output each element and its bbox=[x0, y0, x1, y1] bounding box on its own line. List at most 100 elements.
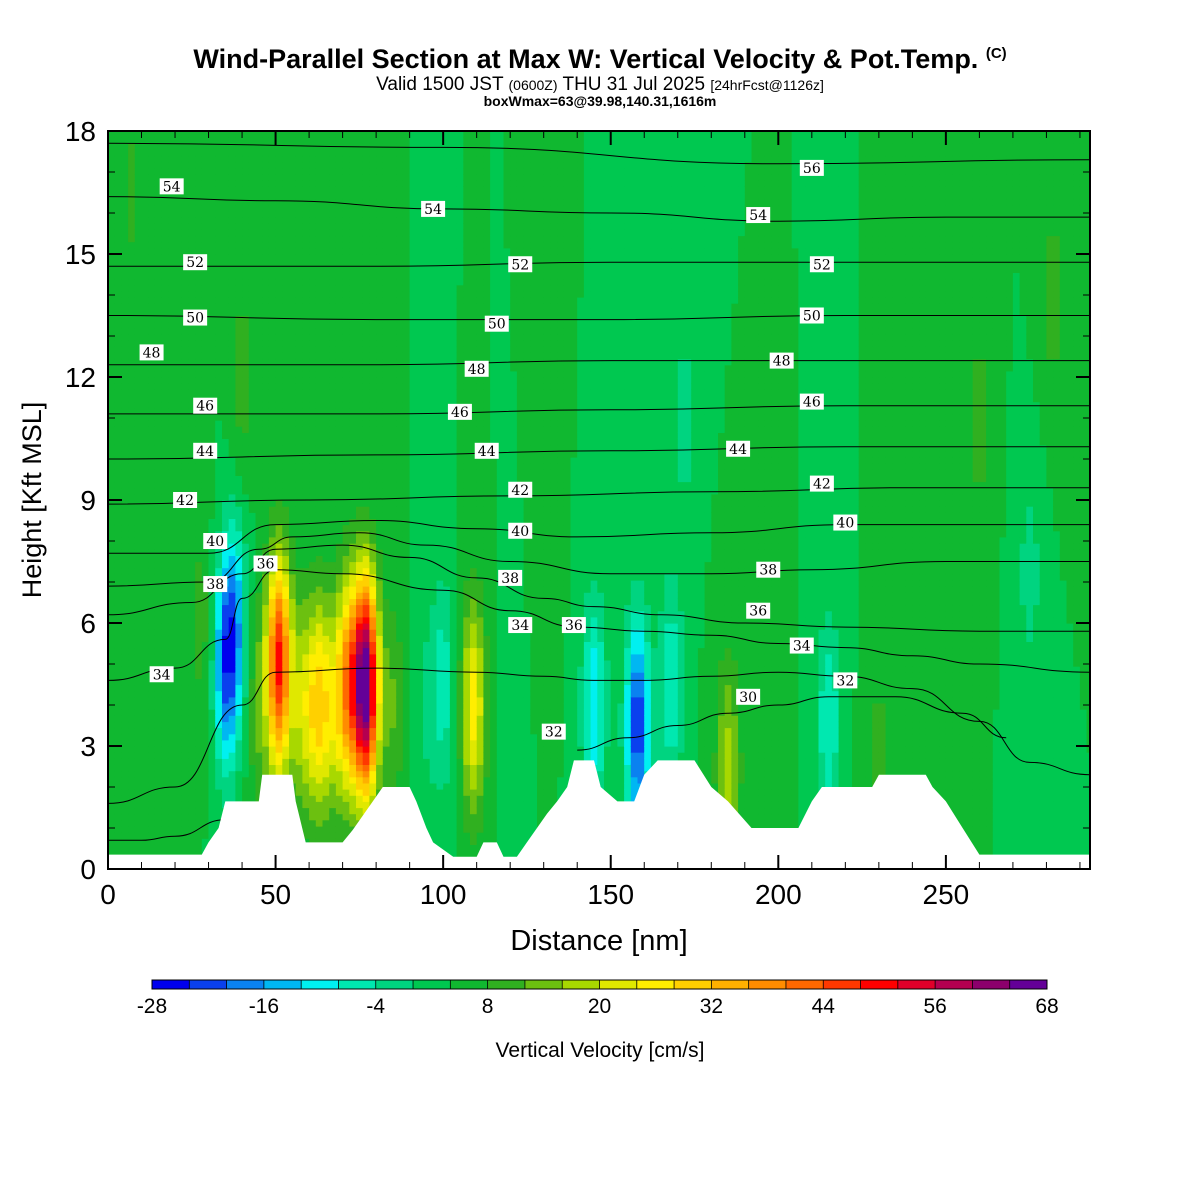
w-cell bbox=[154, 174, 163, 181]
w-cell bbox=[376, 370, 384, 378]
w-cell bbox=[215, 635, 223, 642]
w-cell bbox=[121, 764, 129, 772]
w-cell bbox=[315, 604, 324, 612]
w-cell bbox=[295, 401, 303, 409]
w-cell bbox=[201, 715, 210, 723]
w-cell bbox=[161, 586, 169, 593]
w-cell bbox=[349, 684, 357, 692]
w-cell bbox=[282, 241, 290, 249]
w-cell bbox=[188, 223, 196, 230]
w-cell bbox=[315, 801, 324, 809]
w-cell bbox=[215, 518, 223, 526]
w-cell bbox=[248, 518, 257, 526]
w-cell bbox=[114, 143, 122, 150]
w-cell bbox=[108, 487, 116, 495]
w-cell bbox=[289, 174, 297, 181]
w-cell bbox=[289, 327, 297, 335]
w-cell bbox=[195, 518, 203, 526]
w-cell bbox=[168, 450, 176, 458]
w-cell bbox=[309, 819, 317, 827]
w-cell bbox=[369, 340, 377, 347]
w-cell bbox=[134, 383, 143, 390]
w-cell bbox=[168, 327, 176, 335]
w-cell bbox=[362, 801, 370, 809]
w-cell bbox=[356, 217, 364, 224]
w-cell bbox=[201, 198, 210, 206]
w-cell bbox=[248, 377, 257, 384]
w-cell bbox=[362, 721, 370, 729]
w-cell bbox=[255, 272, 263, 280]
w-cell bbox=[376, 696, 384, 704]
w-cell bbox=[315, 413, 324, 421]
w-cell bbox=[356, 161, 364, 169]
w-cell bbox=[121, 549, 129, 556]
w-cell bbox=[181, 161, 189, 169]
w-cell bbox=[168, 524, 176, 532]
w-cell bbox=[161, 364, 169, 372]
w-cell bbox=[329, 327, 337, 335]
w-cell bbox=[222, 426, 230, 433]
w-cell bbox=[201, 500, 210, 507]
w-cell bbox=[215, 321, 223, 329]
w-cell bbox=[255, 143, 263, 150]
w-cell bbox=[242, 247, 250, 255]
w-cell bbox=[148, 401, 156, 409]
w-cell bbox=[362, 456, 370, 464]
w-cell bbox=[282, 647, 290, 655]
w-cell bbox=[289, 647, 297, 655]
w-cell bbox=[154, 210, 163, 218]
w-cell bbox=[114, 641, 122, 649]
w-cell bbox=[228, 463, 236, 470]
w-cell bbox=[356, 297, 364, 304]
w-cell bbox=[342, 340, 350, 347]
w-cell bbox=[295, 512, 303, 519]
w-cell bbox=[215, 604, 223, 612]
w-cell bbox=[201, 180, 210, 187]
w-cell bbox=[349, 469, 357, 476]
w-cell bbox=[248, 789, 257, 796]
w-cell bbox=[248, 506, 257, 513]
w-cell bbox=[121, 709, 129, 716]
w-cell bbox=[161, 770, 169, 778]
w-cell bbox=[356, 149, 364, 157]
w-cell bbox=[201, 346, 210, 353]
w-cell bbox=[362, 549, 370, 556]
w-cell bbox=[108, 567, 116, 575]
w-cell bbox=[175, 764, 183, 772]
w-cell bbox=[322, 407, 330, 415]
w-cell bbox=[114, 456, 122, 464]
w-cell bbox=[195, 284, 203, 292]
w-cell bbox=[188, 395, 196, 403]
w-cell bbox=[329, 198, 337, 206]
w-cell bbox=[315, 241, 324, 249]
w-cell bbox=[128, 543, 136, 550]
w-cell bbox=[161, 272, 169, 280]
w-cell bbox=[356, 340, 364, 347]
w-cell bbox=[282, 395, 290, 403]
w-cell bbox=[242, 161, 250, 169]
w-cell bbox=[242, 715, 250, 723]
w-cell bbox=[201, 364, 210, 372]
w-cell bbox=[282, 604, 290, 612]
w-cell bbox=[201, 629, 210, 636]
w-cell bbox=[208, 413, 216, 421]
w-cell bbox=[376, 764, 384, 772]
w-cell bbox=[201, 709, 210, 716]
w-cell bbox=[289, 149, 297, 157]
w-cell bbox=[248, 333, 257, 341]
w-cell bbox=[128, 131, 136, 138]
w-cell bbox=[228, 518, 236, 526]
w-cell bbox=[342, 223, 350, 230]
w-cell bbox=[208, 370, 216, 378]
w-cell bbox=[235, 143, 243, 150]
w-cell bbox=[141, 204, 149, 212]
w-cell bbox=[188, 247, 196, 255]
w-cell bbox=[315, 598, 324, 606]
w-cell bbox=[362, 198, 370, 206]
w-cell bbox=[161, 715, 169, 723]
w-cell bbox=[342, 752, 350, 759]
w-cell bbox=[369, 776, 377, 784]
w-cell bbox=[148, 653, 156, 661]
w-cell bbox=[268, 610, 277, 618]
w-cell bbox=[188, 573, 196, 581]
